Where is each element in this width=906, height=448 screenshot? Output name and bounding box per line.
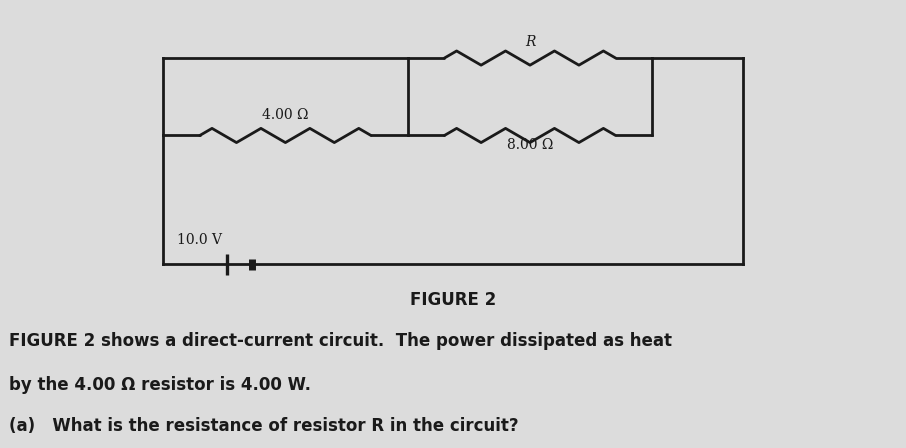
Text: FIGURE 2 shows a direct-current circuit.  The power dissipated as heat: FIGURE 2 shows a direct-current circuit.… (9, 332, 672, 349)
Text: (a)   What is the resistance of resistor R in the circuit?: (a) What is the resistance of resistor R… (9, 417, 518, 435)
Text: 10.0 V: 10.0 V (177, 233, 222, 247)
Text: by the 4.00 Ω resistor is 4.00 W.: by the 4.00 Ω resistor is 4.00 W. (9, 376, 311, 394)
Text: R: R (525, 35, 535, 49)
Text: 4.00 Ω: 4.00 Ω (262, 108, 309, 122)
Text: 8.00 Ω: 8.00 Ω (506, 138, 554, 152)
Text: FIGURE 2: FIGURE 2 (410, 291, 496, 309)
